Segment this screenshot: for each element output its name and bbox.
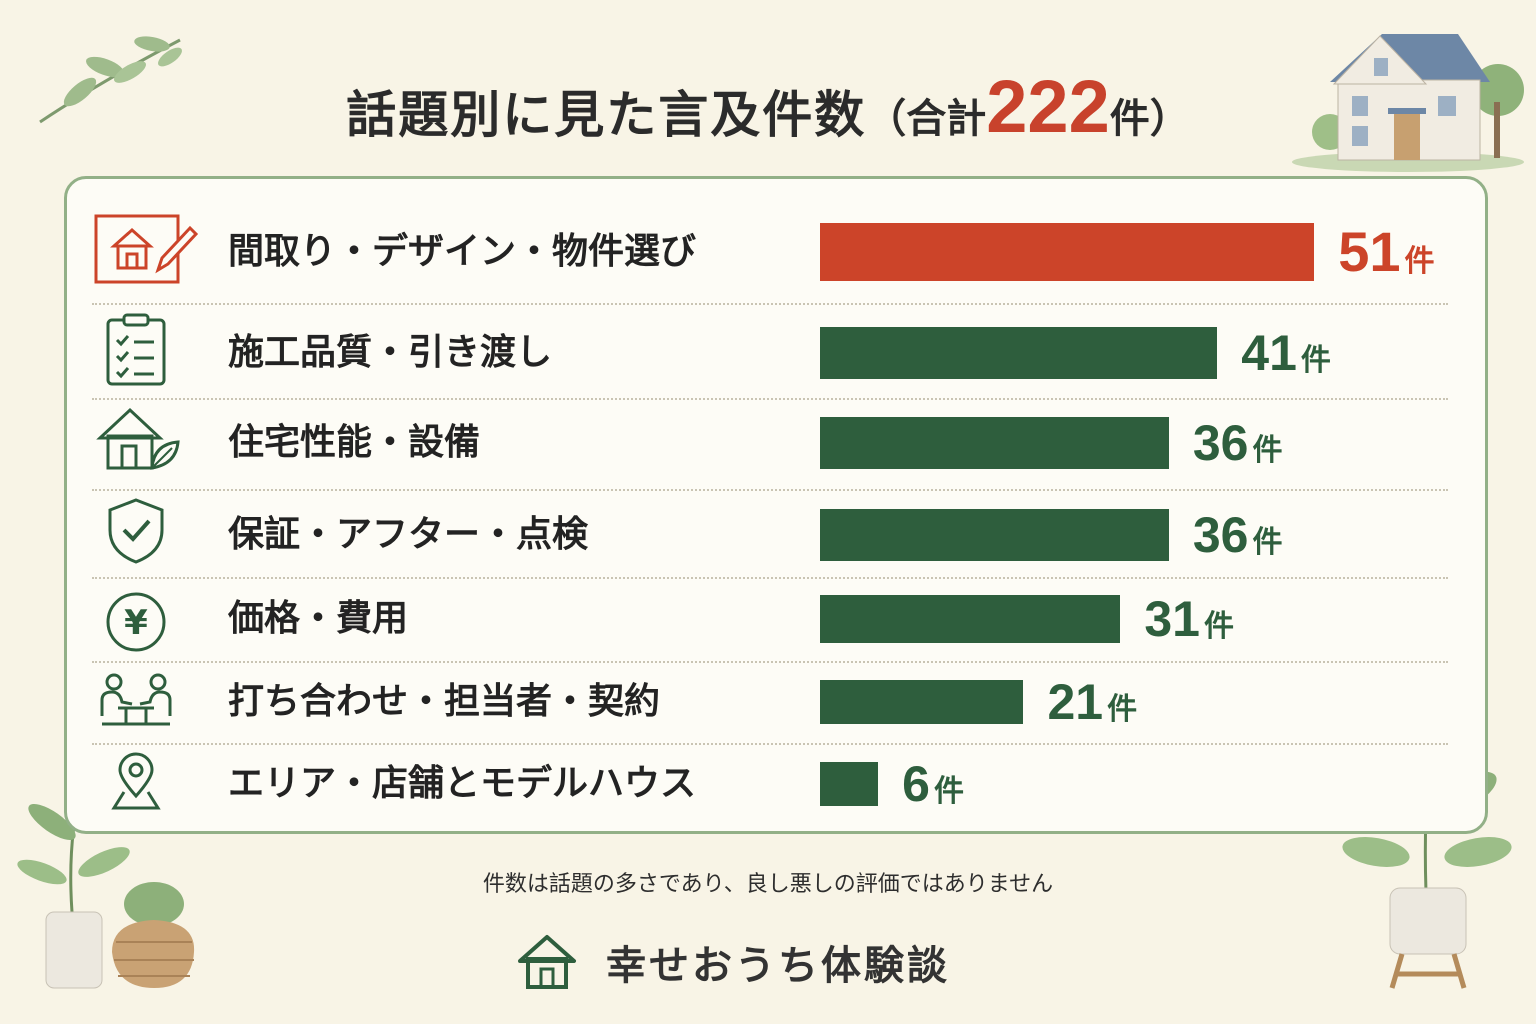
value-label: 36 件	[1193, 505, 1283, 578]
svg-text:¥: ¥	[124, 603, 148, 643]
category-label: 打ち合わせ・担当者・契約	[228, 681, 661, 722]
bar	[820, 327, 1218, 379]
shield-check-icon	[108, 498, 164, 564]
value-unit: 件	[1204, 609, 1234, 644]
value-unit: 件	[1252, 525, 1283, 560]
value-number: 6	[902, 756, 930, 812]
value-label: 31 件	[1144, 589, 1234, 662]
leaf-branch-decoration	[39, 36, 182, 124]
title-total-value: 222	[986, 65, 1110, 148]
category-label: 住宅性能・設備	[228, 422, 481, 463]
title-open-paren: （合計	[866, 96, 987, 142]
row-divider	[92, 743, 1448, 745]
brand: 幸せおうち体験談	[516, 932, 950, 992]
value-unit: 件	[933, 774, 964, 809]
chart-title: 話題別に見た言及件数（合計222件）	[0, 64, 1536, 149]
value-unit: 件	[1300, 343, 1331, 378]
clipboard-checklist-icon	[106, 313, 166, 386]
bar	[820, 509, 1169, 561]
title-main: 話題別に見た言及件数	[346, 86, 867, 144]
row-divider	[92, 577, 1448, 579]
house-leaf-icon	[96, 407, 180, 470]
bar	[820, 417, 1169, 469]
value-label: 41 件	[1241, 323, 1331, 396]
yen-coin-icon: ¥	[106, 592, 166, 652]
value-label: 21 件	[1047, 672, 1137, 745]
potted-plant-left	[17, 762, 195, 989]
bar	[820, 223, 1315, 281]
title-total-unit: 件	[1109, 96, 1150, 142]
title-close-paren: ）	[1149, 96, 1190, 142]
floorplan-pencil-icon	[94, 214, 199, 284]
bar	[820, 595, 1121, 643]
row-divider	[92, 303, 1448, 305]
value-label: 36 件	[1193, 413, 1283, 486]
category-label: 施工品質・引き渡し	[228, 332, 553, 373]
row-divider	[92, 489, 1448, 491]
value-label: 51 件	[1338, 222, 1434, 297]
value-unit: 件	[1107, 692, 1138, 727]
row-divider	[92, 398, 1448, 400]
value-unit: 件	[1404, 244, 1435, 279]
category-label: 間取り・デザイン・物件選び	[228, 231, 697, 272]
value-number: 31	[1144, 591, 1200, 647]
value-number: 36	[1192, 507, 1249, 563]
value-number: 51	[1338, 220, 1401, 283]
value-number: 36	[1192, 415, 1249, 471]
value-number: 21	[1047, 674, 1104, 730]
bar	[820, 680, 1024, 724]
category-label: 保証・アフター・点検	[228, 514, 589, 555]
map-pin-icon	[111, 752, 161, 810]
meeting-people-icon	[100, 673, 172, 726]
house-illustration	[1292, 34, 1524, 172]
category-label: エリア・店舗とモデルハウス	[228, 763, 697, 804]
category-label: 価格・費用	[228, 598, 409, 639]
value-unit: 件	[1252, 433, 1283, 468]
value-number: 41	[1241, 325, 1297, 381]
chart-panel	[64, 176, 1488, 834]
brand-name: 幸せおうち体験談	[606, 943, 950, 989]
house-outline-icon	[518, 935, 576, 989]
footnote: 件数は話題の多さであり、良し悪しの評価ではありません	[482, 872, 1054, 897]
bar	[820, 762, 879, 806]
row-divider	[92, 661, 1448, 663]
